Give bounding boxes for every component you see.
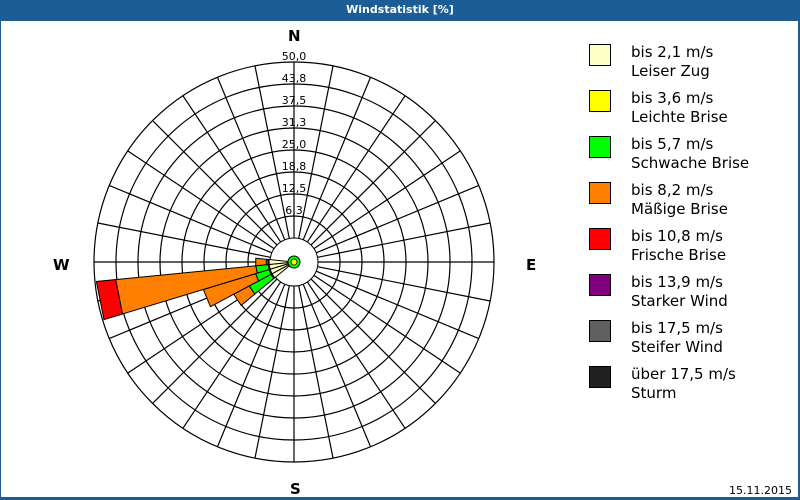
legend-label: Frische Brise: [631, 246, 727, 264]
ring-label: 6,3: [285, 204, 303, 217]
ring-label: 43,8: [282, 72, 307, 85]
grid-spoke: [313, 274, 461, 374]
grid-spoke: [317, 222, 491, 258]
grid-spoke: [306, 95, 406, 243]
grid-spoke: [216, 283, 286, 448]
legend-label: Leichte Brise: [631, 108, 728, 126]
ring-label: 12,5: [282, 182, 307, 195]
ring-label: 25,0: [282, 138, 307, 151]
legend-label: Mäßige Brise: [631, 200, 728, 218]
date-label: 15.11.2015: [729, 484, 792, 497]
legend-speed: bis 3,6 m/s: [631, 89, 714, 107]
legend-speed: bis 13,9 m/s: [631, 273, 723, 291]
legend-swatch: [589, 228, 611, 250]
legend-swatch: [589, 90, 611, 112]
grid-spoke: [97, 222, 271, 258]
compass-south: S: [290, 480, 301, 498]
compass-west: W: [53, 256, 70, 274]
center-dot: [290, 258, 298, 266]
grid-spoke: [302, 76, 372, 241]
legend-label: Schwache Brise: [631, 154, 750, 172]
legend: bis 2,1 m/s Leiser Zug bis 3,6 m/s Leichte…: [589, 41, 789, 409]
legend-swatch: [589, 44, 611, 66]
grid-spoke: [182, 95, 282, 243]
legend-item: bis 17,5 m/s Steifer Wind: [589, 317, 789, 363]
grid-spoke: [108, 184, 273, 254]
grid-spoke: [127, 150, 275, 250]
legend-swatch: [589, 274, 611, 296]
legend-swatch: [589, 136, 611, 158]
window-title: Windstatistik [%]: [346, 3, 454, 16]
legend-item: bis 2,1 m/s Leiser Zug: [589, 41, 789, 87]
grid-spoke: [313, 150, 461, 250]
legend-label: Starker Wind: [631, 292, 728, 310]
legend-item: bis 5,7 m/s Schwache Brise: [589, 133, 789, 179]
legend-label: Steifer Wind: [631, 338, 723, 356]
legend-speed: bis 2,1 m/s: [631, 43, 714, 61]
grid-spoke: [306, 281, 406, 429]
compass-east: E: [526, 256, 537, 274]
grid-spoke: [152, 278, 278, 404]
grid-spoke: [315, 270, 480, 340]
ring-label: 37,5: [282, 94, 307, 107]
grid-spoke: [254, 65, 290, 239]
grid-spoke: [182, 281, 282, 429]
legend-item: bis 13,9 m/s Starker Wind: [589, 271, 789, 317]
legend-speed: über 17,5 m/s: [631, 365, 736, 383]
ring-label: 50,0: [282, 50, 307, 63]
ring-label: 31,3: [282, 116, 307, 129]
ring-label: 18,8: [282, 160, 307, 173]
grid-spoke: [216, 76, 286, 241]
grid-spoke: [298, 65, 334, 239]
legend-speed: bis 8,2 m/s: [631, 181, 714, 199]
grid-spoke: [302, 283, 372, 448]
legend-label: Leiser Zug: [631, 62, 710, 80]
legend-label: Sturm: [631, 384, 677, 402]
legend-swatch: [589, 366, 611, 388]
grid-spoke: [298, 285, 334, 459]
legend-speed: bis 17,5 m/s: [631, 319, 723, 337]
legend-item: über 17,5 m/s Sturm: [589, 363, 789, 409]
legend-item: bis 10,8 m/s Frische Brise: [589, 225, 789, 271]
chart-panel: [1, 21, 798, 497]
legend-item: bis 8,2 m/s Mäßige Brise: [589, 179, 789, 225]
legend-item: bis 3,6 m/s Leichte Brise: [589, 87, 789, 133]
legend-speed: bis 5,7 m/s: [631, 135, 714, 153]
petal-segment: [95, 279, 124, 321]
grid-spoke: [254, 285, 290, 459]
grid-spoke: [152, 120, 278, 246]
grid-spoke: [315, 184, 480, 254]
grid-spoke: [317, 266, 491, 302]
petal-segment: [255, 257, 267, 267]
legend-swatch: [589, 320, 611, 342]
compass-north: N: [288, 27, 301, 45]
legend-speed: bis 10,8 m/s: [631, 227, 723, 245]
grid-spoke: [310, 278, 436, 404]
legend-swatch: [589, 182, 611, 204]
grid-spoke: [310, 120, 436, 246]
